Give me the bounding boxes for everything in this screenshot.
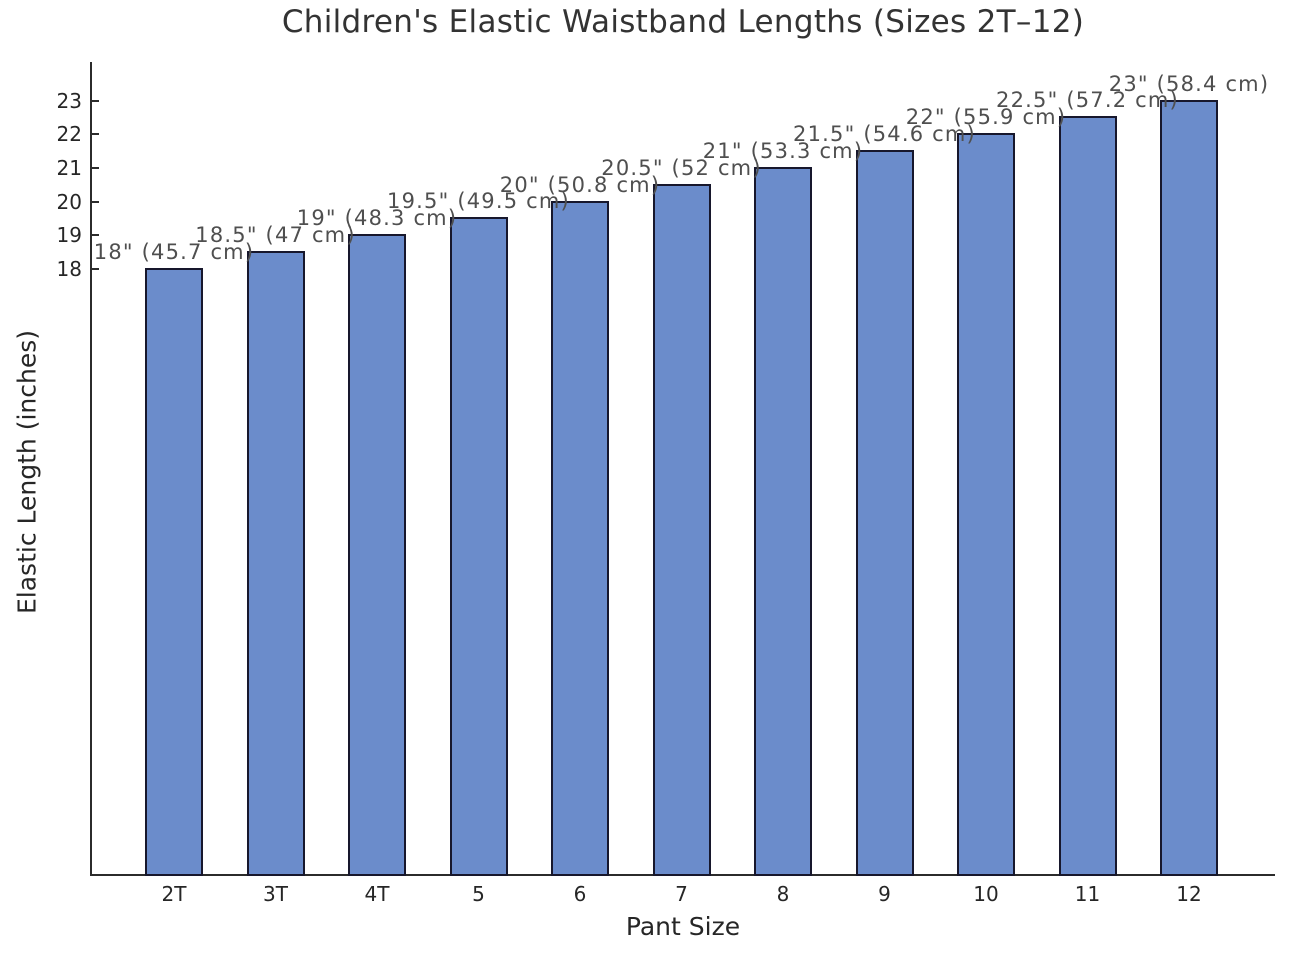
bar-value-label: 19.5" (49.5 cm) — [387, 189, 570, 214]
y-tick — [92, 200, 99, 203]
x-axis-label: Pant Size — [625, 912, 741, 941]
x-tick-label: 10 — [973, 881, 999, 906]
y-tick-label: 22 — [56, 122, 82, 147]
bar-value-label: 22" (55.9 cm) — [905, 105, 1067, 130]
y-axis-spine — [90, 62, 92, 876]
x-tick-label: 12 — [1176, 881, 1202, 906]
y-tick — [92, 133, 99, 136]
bar-6 — [551, 200, 609, 876]
y-tick-label: 18 — [56, 256, 82, 281]
y-tick-label: 21 — [56, 155, 82, 180]
bar-8 — [754, 166, 812, 876]
bar-value-label: 20.5" (52 cm) — [601, 155, 762, 180]
x-tick-label: 7 — [675, 881, 688, 906]
bar-value-label: 18.5" (47 cm) — [195, 223, 356, 248]
y-tick — [92, 234, 99, 237]
y-axis-label: Elastic Length (inches) — [12, 330, 42, 614]
x-tick-label: 8 — [776, 881, 790, 906]
bar-value-label: 23" (58.4 cm) — [1108, 71, 1270, 96]
x-tick-label: 9 — [878, 881, 891, 906]
y-tick — [92, 166, 99, 169]
bar-value-label: 21" (53.3 cm) — [702, 138, 864, 163]
bar-4T — [348, 234, 406, 876]
y-tick — [92, 267, 99, 270]
y-tick-label: 20 — [56, 189, 82, 214]
bar-3T — [246, 251, 305, 876]
bar-value-label: 22.5" (57.2 cm) — [996, 88, 1179, 113]
bar-9 — [855, 150, 914, 876]
bar-10 — [957, 133, 1015, 876]
x-tick-label: 4T — [364, 881, 390, 906]
bar-value-label: 19" (48.3 cm) — [296, 206, 458, 231]
x-tick-label: 2T — [161, 881, 187, 906]
bar-7 — [652, 183, 711, 876]
x-tick-label: 6 — [573, 881, 587, 906]
bar-2T — [145, 267, 203, 876]
bar-value-label: 20" (50.8 cm) — [499, 172, 661, 197]
y-tick-label: 19 — [56, 223, 82, 248]
bar-5 — [449, 217, 508, 876]
chart-title: Children's Elastic Waistband Lengths (Si… — [281, 4, 1085, 40]
bar-value-label: 18" (45.7 cm) — [93, 239, 255, 264]
x-tick-label: 3T — [263, 881, 288, 906]
x-tick-label: 5 — [472, 881, 485, 906]
y-tick — [92, 99, 99, 102]
x-tick-label: 11 — [1074, 881, 1101, 906]
bar-11 — [1058, 116, 1117, 876]
bar-12 — [1160, 99, 1218, 876]
y-tick-label: 23 — [56, 88, 82, 113]
bar-value-label: 21.5" (54.6 cm) — [793, 122, 976, 147]
